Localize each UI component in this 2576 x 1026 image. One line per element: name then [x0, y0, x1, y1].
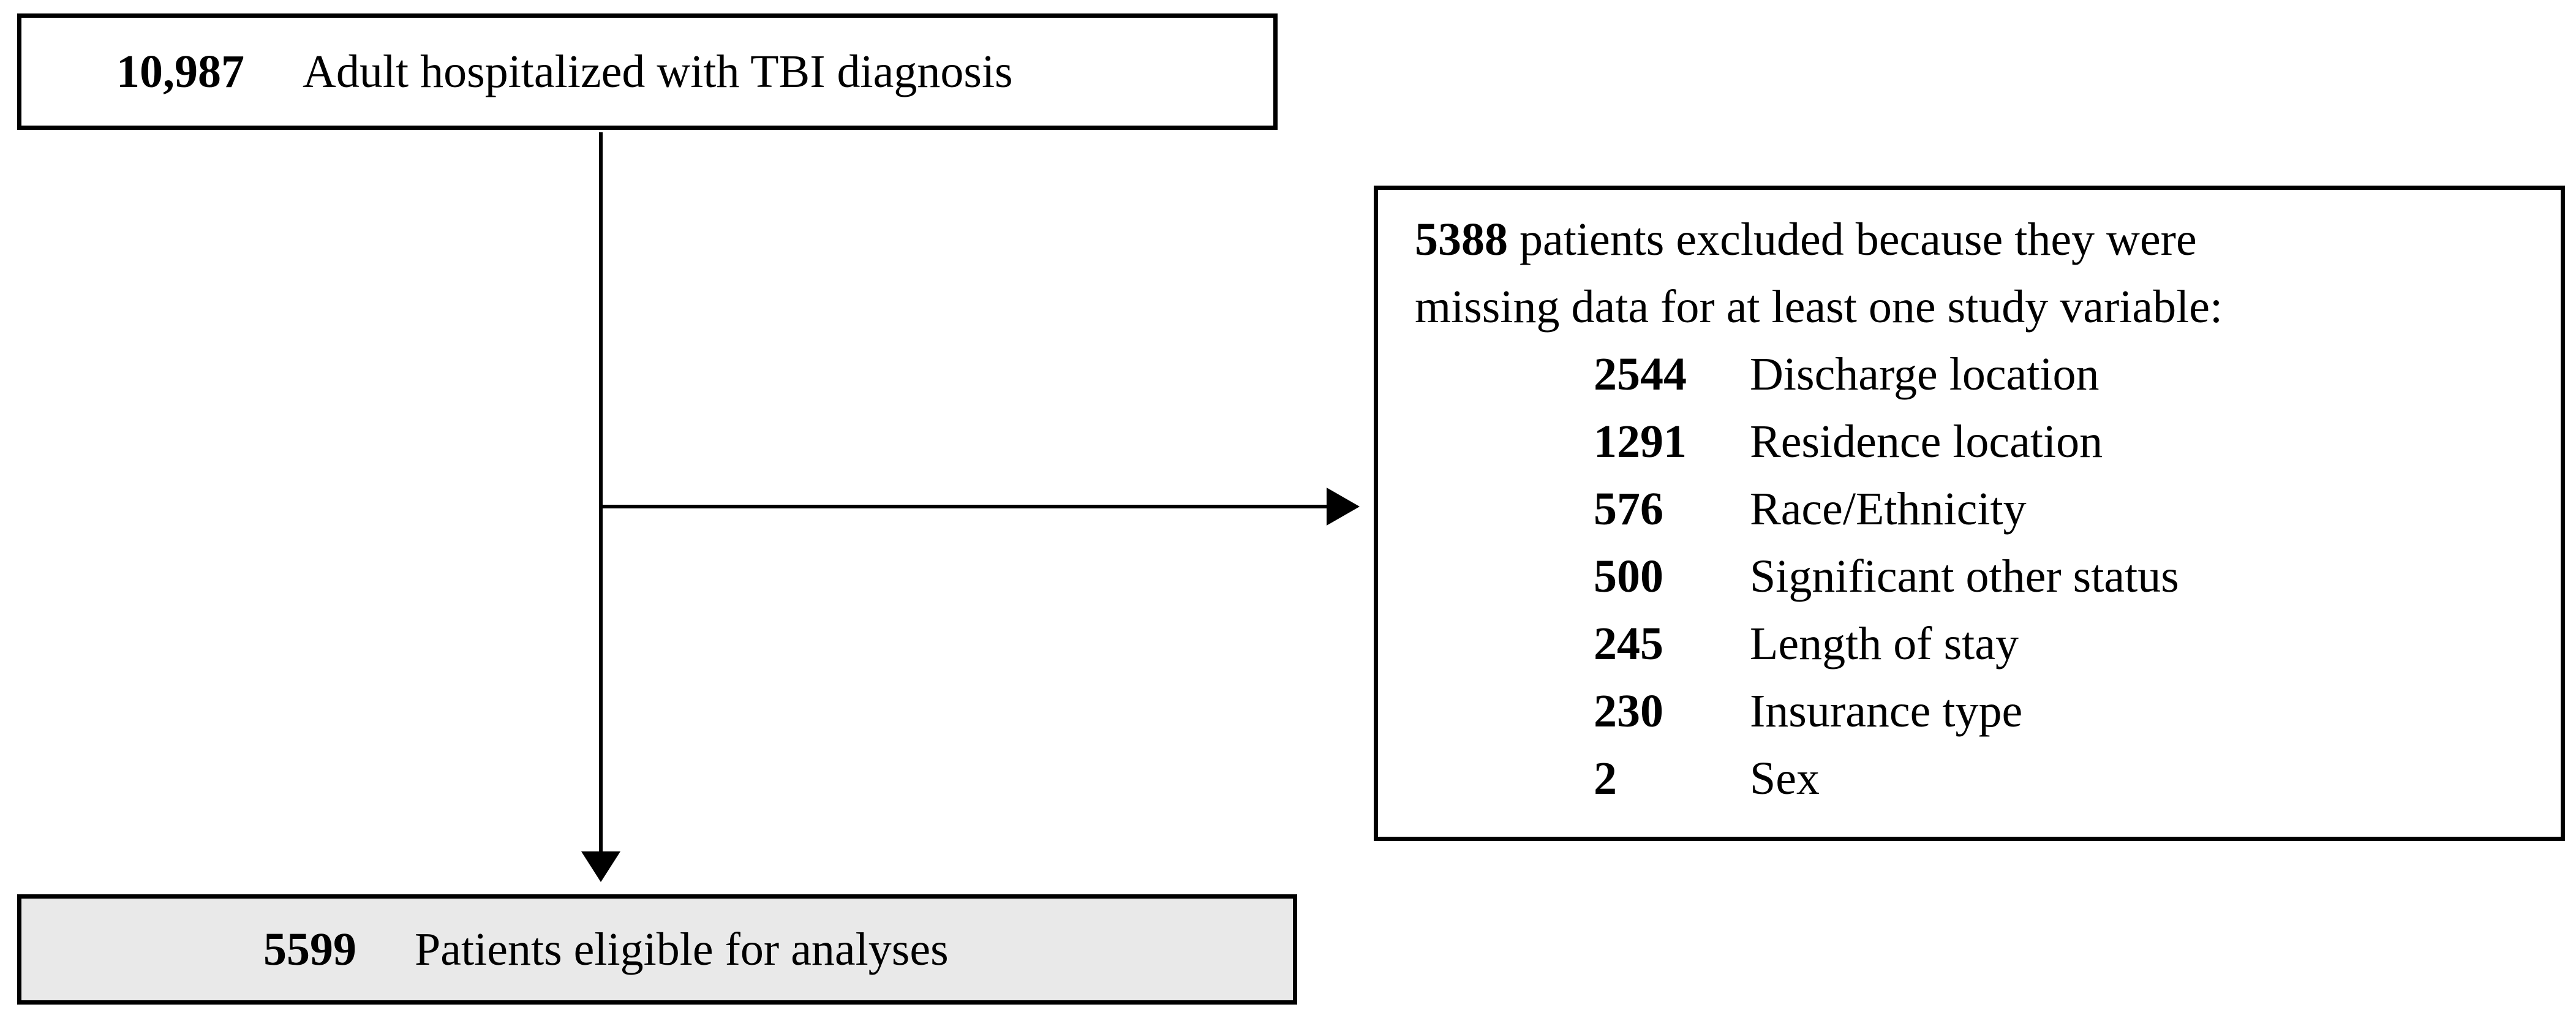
exclusion-item-race-ethnicity: 576 Race/Ethnicity [1594, 475, 2542, 543]
exclusion-item-count: 576 [1594, 483, 1663, 535]
exclusion-header: 5388 patients excluded because they were… [1415, 206, 2542, 341]
exclusion-item-label: Insurance type [1750, 685, 2023, 737]
initial-cohort-count: 10,987 [116, 45, 244, 97]
exclusion-item-label: Length of stay [1750, 618, 2019, 670]
vertical-connector-line [599, 132, 603, 853]
initial-cohort-label: Adult hospitalized with TBI diagnosis [303, 45, 1013, 97]
eligible-patients-box: 5599 Patients eligible for analyses [17, 894, 1297, 1005]
arrow-down-icon [581, 851, 620, 882]
exclusion-item-discharge-location: 2544 Discharge location [1594, 341, 2542, 408]
exclusion-item-count: 2544 [1594, 349, 1687, 400]
exclusion-item-significant-other-status: 500 Significant other status [1594, 543, 2542, 610]
exclusion-item-sex: 2 Sex [1594, 745, 2542, 812]
exclusion-item-label: Sex [1750, 753, 1820, 804]
exclusion-item-insurance-type: 230 Insurance type [1594, 677, 2542, 745]
exclusion-item-count: 500 [1594, 551, 1663, 602]
exclusion-item-count: 230 [1594, 685, 1663, 737]
exclusion-item-residence-location: 1291 Residence location [1594, 408, 2542, 475]
exclusion-reason-line1: patients excluded because they were [1520, 214, 2197, 265]
exclusion-box: 5388 patients excluded because they were… [1374, 186, 2565, 841]
exclusion-total-count: 5388 [1415, 214, 1508, 265]
exclusion-item-length-of-stay: 245 Length of stay [1594, 610, 2542, 677]
exclusion-reason-line2: missing data for at least one study vari… [1415, 281, 2223, 333]
exclusion-item-count: 245 [1594, 618, 1663, 670]
exclusion-item-label: Discharge location [1750, 349, 2100, 400]
horizontal-connector-line [601, 505, 1327, 508]
eligible-patients-label: Patients eligible for analyses [415, 923, 949, 975]
arrow-right-icon [1327, 488, 1360, 526]
exclusion-item-label: Race/Ethnicity [1750, 483, 2027, 535]
initial-cohort-box: 10,987 Adult hospitalized with TBI diagn… [17, 13, 1278, 130]
exclusion-item-count: 1291 [1594, 416, 1687, 467]
exclusion-item-label: Significant other status [1750, 551, 2179, 602]
eligible-patients-count: 5599 [263, 923, 356, 975]
exclusion-item-label: Residence location [1750, 416, 2103, 467]
exclusion-item-count: 2 [1594, 753, 1617, 804]
